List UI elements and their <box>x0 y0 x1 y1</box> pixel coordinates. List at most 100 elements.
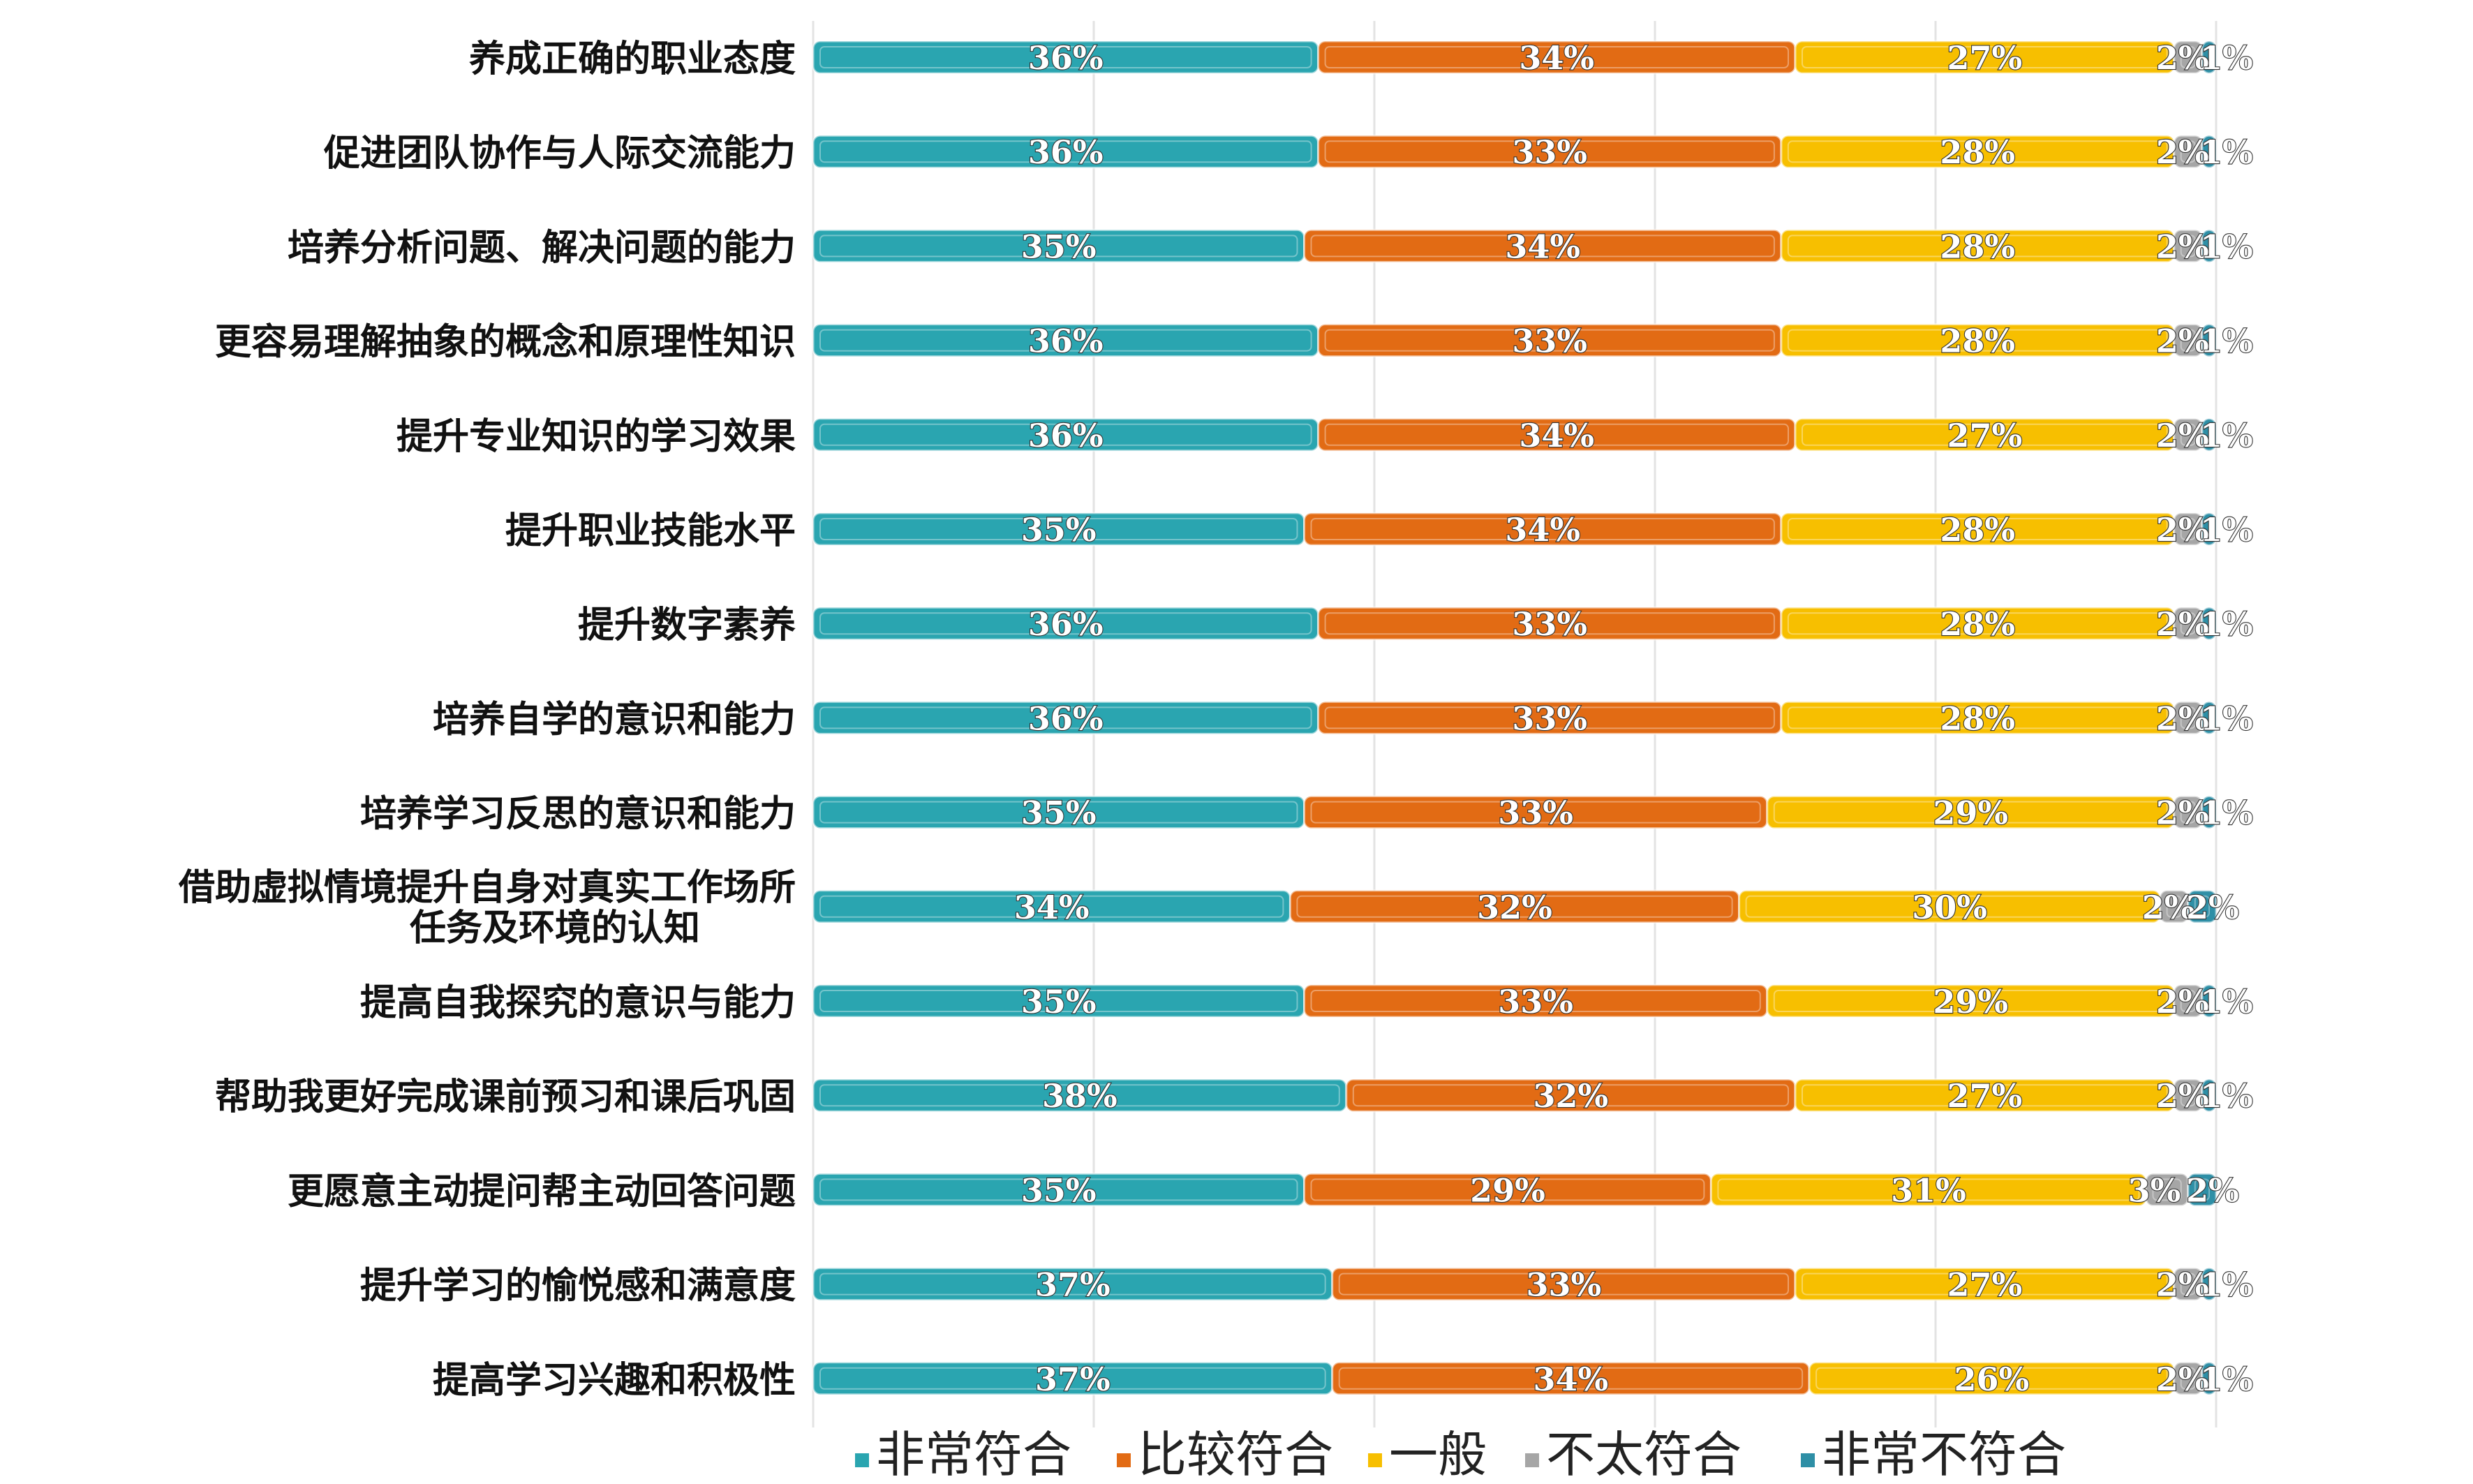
value-label: 35% <box>1021 983 1097 1021</box>
legend-label: 非常符合 <box>876 1426 1071 1483</box>
value-label: 2% <box>2156 605 2209 643</box>
value-label: 33% <box>1512 605 1587 643</box>
bar-segment-highlight <box>1745 895 2154 918</box>
bar-segment-highlight <box>2180 518 2196 540</box>
value-label: 2% <box>2156 322 2209 360</box>
category-label: 培养自学的意识和能力 <box>433 698 796 741</box>
bar-segment <box>2201 1078 2218 1113</box>
bar-segment <box>2201 606 2218 641</box>
bar-segment-highlight <box>819 990 1298 1012</box>
category-label: 提升数字素养 <box>578 604 796 646</box>
value-label: 1% <box>2200 133 2253 171</box>
value-label: 27% <box>1947 417 2022 454</box>
value-label: 1% <box>2200 322 2253 360</box>
value-label: 35% <box>1021 511 1097 549</box>
bar-segment-highlight <box>1787 612 2168 635</box>
value-label: 27% <box>1947 1077 2022 1115</box>
bar-segment-highlight <box>1802 46 2168 68</box>
bar-segment-highlight <box>819 423 1312 446</box>
bar-segment <box>2201 134 2218 169</box>
value-label: 29% <box>1933 983 2008 1021</box>
bar-segment-highlight <box>819 706 1312 729</box>
value-labels: 36% 34% 27% 2%1%36% 33% 28% 2%1%35% 34% 28% 2%1%3… <box>1013 38 2254 1399</box>
value-label: 2% <box>2142 889 2195 926</box>
bar-segment-highlight <box>819 140 1312 163</box>
category-label: 更容易理解抽象的概念和原理性知识 <box>215 321 796 364</box>
legend-label: 一般 <box>1389 1426 1487 1483</box>
bar-segment-highlight <box>1338 1367 1804 1390</box>
value-label: 2% <box>2156 133 2209 171</box>
category-label: 促进团队协作与人际交流能力 <box>323 132 796 175</box>
bar-segment <box>2201 512 2218 547</box>
value-label: 2% <box>2186 1171 2239 1209</box>
bar-segment-highlight <box>2180 1084 2196 1107</box>
value-label: 1% <box>2200 511 2253 549</box>
value-label: 2% <box>2156 39 2209 77</box>
value-label: 38% <box>1042 1077 1117 1115</box>
value-label: 33% <box>1512 133 1587 171</box>
value-label: 36% <box>1028 133 1104 171</box>
value-label: 35% <box>1021 1171 1097 1209</box>
value-label: 33% <box>1526 1266 1601 1304</box>
bar-segment-highlight <box>819 1367 1326 1390</box>
value-label: 37% <box>1035 1360 1111 1398</box>
bar-segment <box>2201 323 2218 358</box>
bar-segment-highlight <box>1324 329 1775 352</box>
category-label: 任务及环境的认知 <box>410 907 700 949</box>
value-label: 28% <box>1940 228 2015 265</box>
bar-segment-highlight <box>2152 1178 2182 1201</box>
bar-segment-highlight <box>1324 46 1789 68</box>
legend-swatch <box>1368 1453 1382 1467</box>
bar-segment-highlight <box>1787 140 2168 163</box>
value-label: 37% <box>1035 1266 1111 1304</box>
value-label: 2% <box>2156 417 2209 454</box>
value-label: 33% <box>1512 699 1587 737</box>
bar-segment-highlight <box>819 1178 1298 1201</box>
category-label: 提高自我探究的意识与能力 <box>360 981 796 1024</box>
legend-label: 不太符合 <box>1546 1426 1742 1483</box>
value-label: 1% <box>2200 1360 2253 1398</box>
bar-segment-highlight <box>1310 801 1761 824</box>
bar-segment-highlight <box>1324 612 1775 635</box>
value-label: 36% <box>1028 605 1104 643</box>
bar-segment-highlight <box>1802 1272 2168 1296</box>
bar-segment-highlight <box>1324 706 1775 729</box>
value-label: 34% <box>1533 1360 1609 1398</box>
bar-segment-highlight <box>2180 140 2196 163</box>
value-label: 35% <box>1021 794 1097 832</box>
value-label: 2% <box>2156 983 2209 1021</box>
bar-segment-highlight <box>2194 1178 2211 1201</box>
legend-swatch <box>1525 1453 1539 1467</box>
legend-swatch <box>1117 1453 1131 1467</box>
legend-label: 比较符合 <box>1138 1426 1333 1483</box>
value-label: 36% <box>1028 417 1104 454</box>
category-label: 更愿意主动提问帮主动回答问题 <box>288 1170 796 1212</box>
value-label: 32% <box>1477 889 1552 926</box>
value-label: 2% <box>2156 1266 2209 1304</box>
value-label: 30% <box>1912 889 1987 926</box>
bar-segment-highlight <box>2180 1367 2196 1390</box>
value-label: 3% <box>2128 1171 2181 1209</box>
bar-segment <box>2201 417 2218 452</box>
bar-segment-highlight <box>1310 518 1775 540</box>
category-label: 养成正确的职业态度 <box>469 38 796 80</box>
bar-segment-highlight <box>1773 990 2168 1012</box>
value-label: 26% <box>1954 1360 2030 1398</box>
value-label: 2% <box>2156 699 2209 737</box>
bar-segment-highlight <box>2180 990 2196 1012</box>
bar-segment <box>2201 984 2218 1018</box>
bar-segment <box>2201 228 2218 263</box>
bar-segment-highlight <box>2180 329 2196 352</box>
category-label: 提升学习的愉悦感和满意度 <box>360 1265 796 1307</box>
value-label: 2% <box>2156 228 2209 265</box>
value-label: 1% <box>2200 699 2253 737</box>
value-label: 1% <box>2200 417 2253 454</box>
value-label: 33% <box>1498 983 1573 1021</box>
value-label: 28% <box>1940 699 2015 737</box>
value-label: 29% <box>1933 794 2008 832</box>
bar-segment-highlight <box>819 1272 1326 1296</box>
bar-segment-highlight <box>1324 423 1789 446</box>
bar-segment-highlight <box>1296 895 1733 918</box>
value-label: 1% <box>2200 39 2253 77</box>
bar-segment <box>2201 700 2218 735</box>
